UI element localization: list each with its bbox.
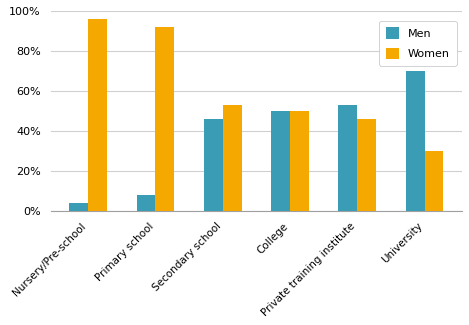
Bar [271, 111, 290, 211]
Bar [223, 105, 242, 211]
Bar [204, 119, 223, 211]
Bar [357, 119, 376, 211]
Bar [69, 203, 88, 211]
Legend: Men, Women: Men, Women [379, 20, 456, 66]
Bar [339, 105, 357, 211]
Bar [290, 111, 309, 211]
Bar [155, 27, 174, 211]
Bar [406, 71, 424, 211]
Bar [88, 19, 107, 211]
Bar [424, 151, 443, 211]
Bar [136, 195, 155, 211]
